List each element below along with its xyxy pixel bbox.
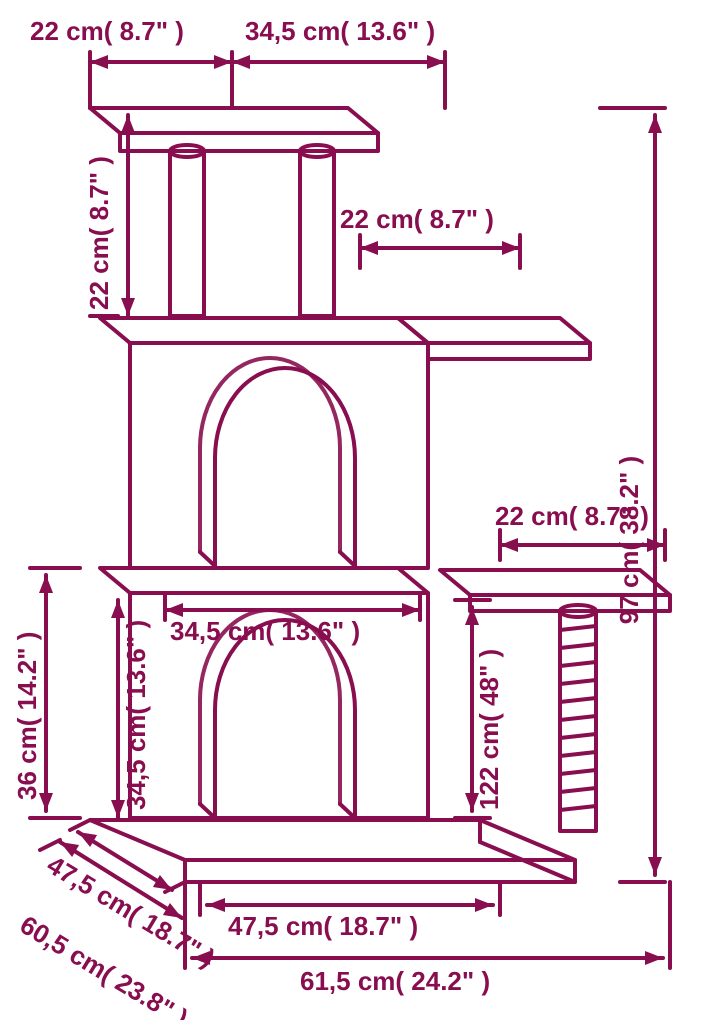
dim-base-w1: 47,5 cm( 18.7" ) [228, 911, 418, 941]
dim-top-w2: 34,5 cm( 13.6" ) [245, 16, 435, 46]
dim-top-w1: 22 cm( 8.7" ) [30, 16, 184, 46]
dim-total-h: 97 cm( 38.2" ) [614, 456, 644, 624]
dim-mid-w: 34,5 cm( 13.6" ) [170, 616, 360, 646]
dim-shelf2-w: 22 cm( 8.7" ) [495, 501, 649, 531]
dim-left36: 36 cm( 14.2" ) [12, 632, 42, 800]
dim-post122: 122 cm( 48" ) [474, 649, 504, 810]
dim-box-h: 34,5 cm( 13.6" ) [121, 620, 151, 810]
dimension-diagram: 22 cm( 8.7" ) 34,5 cm( 13.6" ) 22 cm( 8.… [0, 0, 713, 1020]
dim-top-h: 22 cm( 8.7" ) [84, 156, 114, 310]
dim-base-w2: 61,5 cm( 24.2" ) [300, 966, 490, 996]
dim-shelf1-w: 22 cm( 8.7" ) [340, 204, 494, 234]
